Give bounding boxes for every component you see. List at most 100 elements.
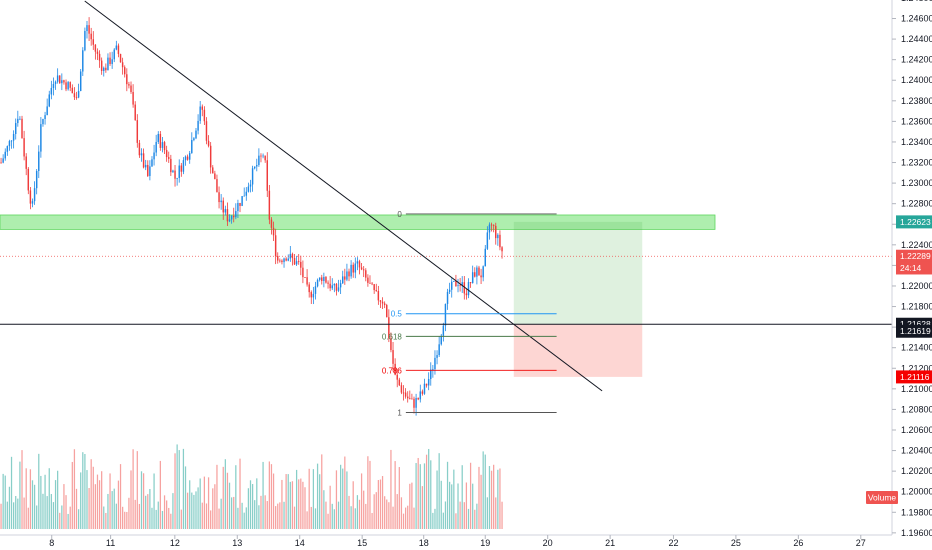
candle-body [94,44,97,52]
candle-body [42,118,44,125]
candle-body [482,266,484,278]
volume-bar [134,499,136,529]
volume-bar [61,505,63,529]
candle-body [69,82,71,88]
candle-body [316,279,319,287]
volume-bar [331,503,333,529]
volume-bar [484,454,486,529]
volume-bar [199,478,201,529]
volume-bar [109,473,111,529]
candle-body [448,289,451,292]
volume-bar [486,497,488,529]
volume-bar [438,453,440,529]
volume-bar [446,461,449,529]
candle-body [287,258,289,261]
candle-body [67,82,69,90]
time-tick-label: 25 [731,538,741,548]
candle-body [239,202,241,206]
candle-body [260,155,262,157]
candle-body [272,227,275,236]
volume-bar [19,461,21,529]
candle-body [430,369,432,380]
candle-body [44,115,46,119]
volume-bar [67,513,69,529]
volume-bar [176,444,178,529]
candle-body [321,277,323,281]
candle-body [216,179,218,193]
candle-body [205,121,208,141]
candle-body [369,282,371,284]
volume-bar [189,480,191,529]
time-tick-label: 21 [605,538,615,548]
volume-bar [191,492,193,529]
time-tick-label: 8 [49,538,54,548]
volume-bar [451,484,453,529]
volume-bar [80,472,82,529]
volume-bar [77,509,80,529]
candle-body [331,285,333,289]
candle-body [105,67,107,71]
volume-bar [31,480,34,529]
price-tick-label: 1.22800 [901,199,932,209]
volume-bar [140,471,143,529]
candle-body [197,120,199,131]
candle-body [442,325,445,336]
time-tick-label: 12 [170,538,180,548]
volume-bar [283,501,285,529]
candle-body [457,285,459,287]
volume-bar [327,513,329,529]
candle-body [161,142,164,148]
price-tick-label: 1.22000 [901,281,932,291]
time-tick-label: 19 [480,538,490,548]
volume-bar [396,494,398,529]
chart-zones [0,214,716,377]
volume-bar [84,454,86,529]
volume-bar [342,468,344,529]
candle-body [111,59,113,64]
candle-body [109,57,111,64]
volume-bar [348,495,350,529]
candle-body [413,398,415,408]
volume-bar [212,488,214,529]
candle-body [467,282,470,296]
candle-body [352,264,354,273]
volume-bar [344,456,346,529]
volume-bar [36,505,38,529]
volume-bar [352,481,354,529]
price-tick-label: 1.19800 [901,507,932,517]
volume-bar [243,512,245,529]
volume-bar [121,506,124,529]
time-axis[interactable]: 8 11 12 13 14 15 18 19 20 21 22 25 26 27 [49,535,866,548]
price-tick-label: 1.21000 [901,384,932,394]
candle-body [501,247,503,252]
volume-bar [168,507,170,529]
volume-bar [155,509,157,529]
candle-body [471,272,474,284]
volume-bar [411,482,413,529]
candle-body [201,106,204,110]
candle-body [392,350,394,364]
candle-body [134,104,136,121]
volume-bar [71,461,73,529]
volume-bar [333,509,335,529]
candle-body [46,106,48,116]
candlestick-series [0,17,503,416]
price-tag-label: 24:14 [900,263,922,273]
candle-body [381,301,384,304]
candle-body [245,191,248,196]
volume-bar [363,490,365,529]
volume-bar [231,497,233,529]
candle-body [386,305,388,318]
time-tick-label: 15 [357,538,367,548]
volume-bar [325,501,327,529]
candle-body [253,166,256,169]
volume-bar [2,473,4,529]
candle-body [436,355,438,358]
volume-bar [126,511,128,529]
volume-bar [323,490,325,529]
candle-body [358,261,361,268]
candle-body [398,379,401,386]
candle-body [308,284,310,293]
candle-body [291,253,294,259]
